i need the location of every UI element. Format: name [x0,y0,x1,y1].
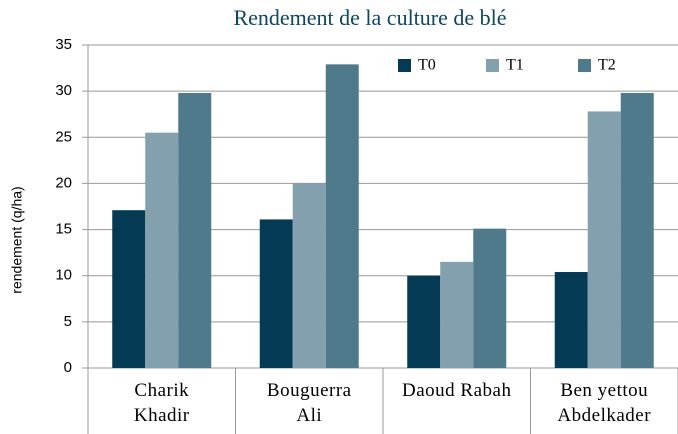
chart-title: Rendement de la culture de blé [233,5,506,30]
y-tick-label: 0 [64,359,72,376]
y-axis-label: rendement (q/ha) [9,186,25,293]
x-tick-label: Charik Khadir [133,380,190,426]
y-tick-label: 5 [64,313,72,330]
bar [292,183,326,368]
legend-swatch [486,59,499,72]
legend-label: T2 [598,57,616,74]
x-tick-label: Bouguerra Ali [266,380,352,426]
bar [554,272,588,368]
x-tick-label: Daoud Rabah [402,380,512,401]
bar [407,275,441,368]
bar [112,210,146,368]
y-tick-label: 20 [55,174,72,191]
bar [178,92,212,368]
bar [620,92,654,368]
x-tick-label: Ben yettou Abdelkader [557,380,652,426]
y-tick-label: 10 [55,267,72,284]
bar [473,228,507,368]
y-tick-label: 35 [55,36,72,53]
bar [259,219,293,368]
bar [587,111,621,369]
legend-swatch [578,59,591,72]
bar [145,132,179,368]
bar [325,64,359,368]
y-tick-label: 15 [55,221,72,238]
legend-swatch [398,59,411,72]
bar [440,261,474,368]
y-tick-label: 30 [55,82,72,99]
legend-label: T0 [418,57,436,74]
legend-label: T1 [506,57,524,74]
y-tick-label: 25 [55,128,72,145]
